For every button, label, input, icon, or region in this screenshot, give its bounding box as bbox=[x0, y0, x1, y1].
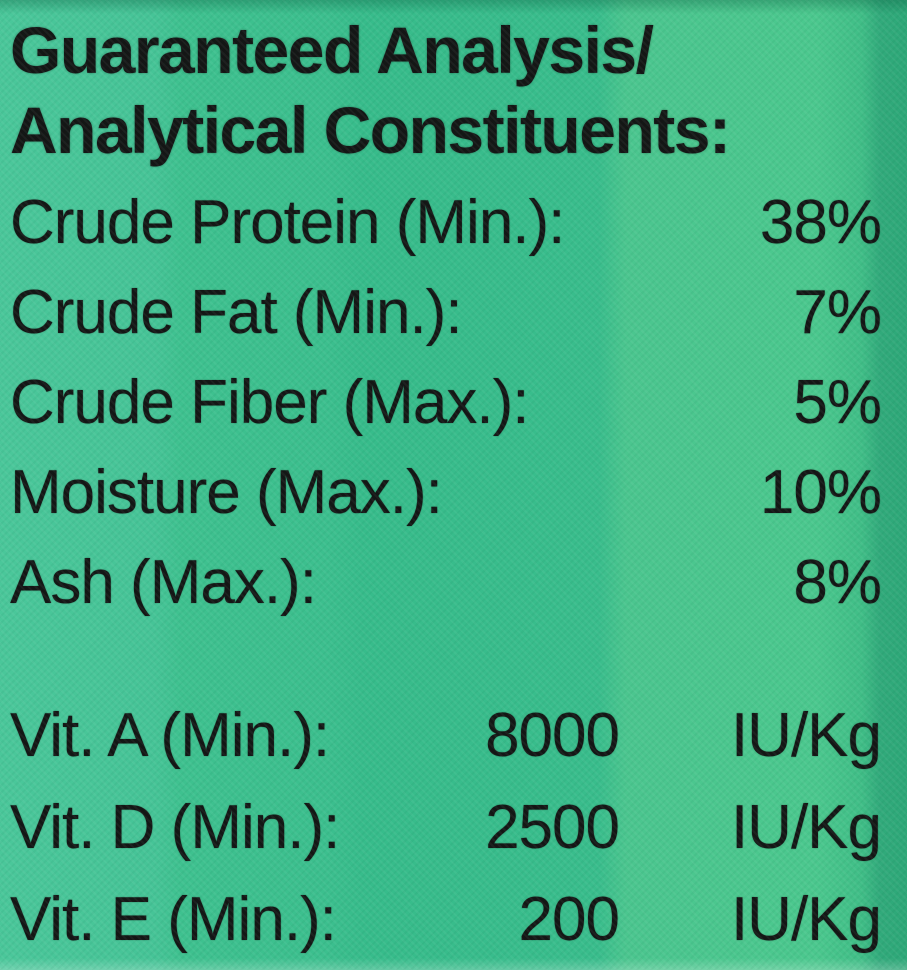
analysis-name: Moisture (Max.): bbox=[10, 458, 443, 527]
analysis-row-moisture: Moisture (Max.): 10% bbox=[10, 448, 882, 538]
label-header: Guaranteed Analysis/ Analytical Constitu… bbox=[10, 10, 881, 170]
analysis-value: 38% bbox=[759, 188, 882, 257]
analysis-row-crude-fat: Crude Fat (Min.): 7% bbox=[10, 268, 882, 358]
vitamin-unit: IU/Kg bbox=[730, 793, 882, 862]
vitamin-value: 8000 bbox=[485, 701, 620, 770]
analysis-row-crude-protein: Crude Protein (Min.): 38% bbox=[10, 178, 882, 268]
vitamin-name: Vit. D (Min.): bbox=[10, 793, 340, 862]
analysis-name: Crude Fiber (Max.): bbox=[10, 368, 529, 437]
vitamin-value: 200 bbox=[518, 885, 620, 954]
analysis-section: Crude Protein (Min.): 38% Crude Fat (Min… bbox=[10, 178, 882, 628]
analysis-value: 5% bbox=[793, 368, 882, 437]
vitamin-row-a: Vit. A (Min.): 8000 IU/Kg bbox=[10, 690, 882, 782]
analysis-value: 10% bbox=[759, 458, 882, 527]
analysis-row-ash: Ash (Max.): 8% bbox=[10, 538, 882, 628]
vitamin-unit: IU/Kg bbox=[730, 701, 882, 770]
analysis-row-crude-fiber: Crude Fiber (Max.): 5% bbox=[10, 358, 882, 448]
analysis-name: Ash (Max.): bbox=[10, 548, 317, 617]
analysis-name: Crude Fat (Min.): bbox=[10, 278, 463, 347]
vitamin-section: Vit. A (Min.): 8000 IU/Kg Vit. D (Min.):… bbox=[10, 690, 882, 966]
analysis-value: 8% bbox=[793, 548, 882, 617]
analysis-name: Crude Protein (Min.): bbox=[10, 188, 565, 257]
header-line-1: Guaranteed Analysis/ bbox=[10, 13, 654, 87]
vitamin-unit: IU/Kg bbox=[730, 885, 882, 954]
vitamin-name: Vit. A (Min.): bbox=[10, 701, 330, 770]
vitamin-row-d: Vit. D (Min.): 2500 IU/Kg bbox=[10, 782, 882, 874]
analysis-value: 7% bbox=[793, 278, 882, 347]
vitamin-row-e: Vit. E (Min.): 200 IU/Kg bbox=[10, 874, 882, 966]
vitamin-value: 2500 bbox=[485, 793, 620, 862]
header-line-2: Analytical Constituents: bbox=[10, 93, 731, 167]
vitamin-name: Vit. E (Min.): bbox=[10, 885, 337, 954]
